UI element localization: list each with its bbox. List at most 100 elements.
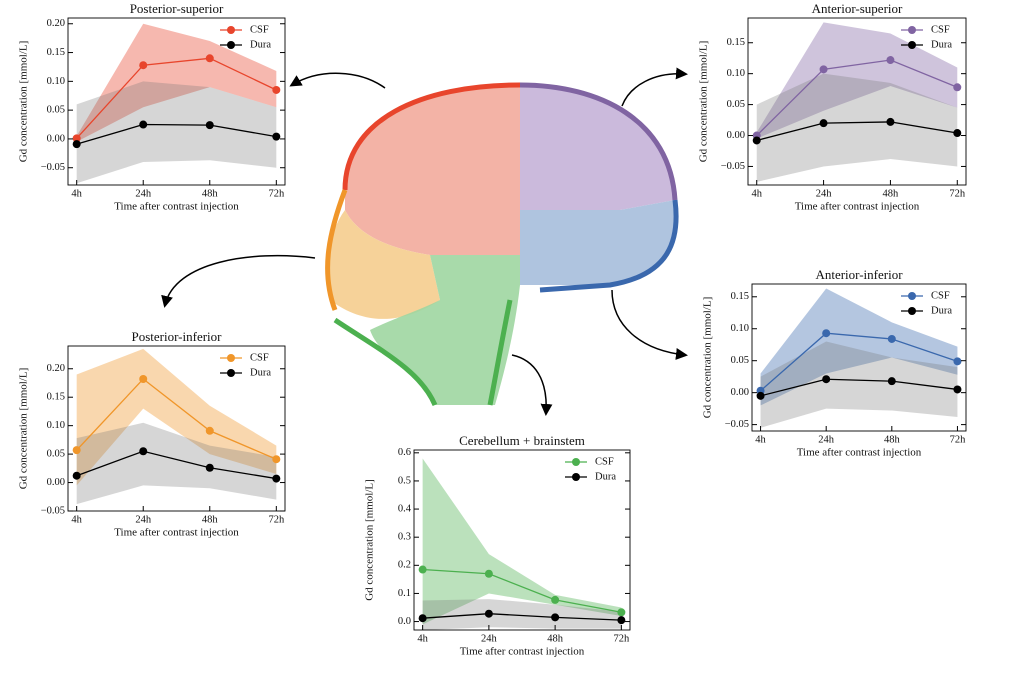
data-point: [822, 375, 831, 384]
data-point: [551, 613, 560, 622]
data-point: [72, 471, 81, 480]
x-tick-label: 48h: [883, 188, 900, 199]
y-tick-label: 0.6: [398, 447, 411, 458]
series-line: [760, 332, 958, 392]
y-tick-label: 0.0: [398, 616, 411, 627]
confidence-band: [756, 22, 958, 139]
x-tick-label: 24h: [816, 188, 833, 199]
series-line: [756, 121, 958, 142]
x-tick-label: 24h: [481, 633, 498, 644]
y-tick-label: 0.05: [731, 355, 749, 366]
x-tick-label: 48h: [202, 188, 219, 199]
y-tick-label: 0.00: [731, 387, 749, 398]
y-axis-label: Gd concentration [mmol/L]: [364, 479, 376, 601]
y-tick-label: 0.3: [398, 532, 411, 543]
legend-label: CSF: [595, 456, 614, 467]
confidence-band: [76, 81, 277, 184]
y-axis-label: Gd concentration [mmol/L]: [18, 368, 30, 490]
data-point: [953, 357, 962, 366]
y-tick-label: 0.15: [47, 47, 65, 58]
y-tick-label: 0.00: [727, 130, 745, 141]
data-point: [953, 129, 962, 138]
confidence-band: [760, 288, 958, 406]
data-point: [551, 595, 560, 604]
x-tick-label: 24h: [818, 434, 835, 445]
y-tick-label: 0.05: [727, 99, 745, 110]
data-point: [72, 446, 81, 455]
x-tick-label: 4h: [755, 434, 766, 445]
x-tick-label: 72h: [950, 434, 967, 445]
legend-marker: [227, 26, 235, 34]
chart-panel: −0.05 0.00 0.05 0.10 0.15 4h 24h 48h 72h Anterior…: [698, 1, 967, 213]
series-line: [760, 378, 958, 397]
legend-label: CSF: [250, 24, 269, 35]
y-tick-label: 0.4: [398, 503, 412, 514]
confidence-band: [76, 348, 277, 486]
y-tick-label: 0.15: [727, 37, 745, 48]
data-point: [72, 134, 81, 143]
legend-marker: [227, 41, 235, 49]
data-point: [139, 375, 148, 383]
y-tick-label: 0.10: [47, 420, 65, 431]
y-tick-label: 0.10: [731, 323, 749, 334]
plot-frame: [747, 17, 967, 186]
data-point: [953, 385, 962, 394]
x-axis-label: Time after contrast injection: [795, 201, 920, 213]
legend-label: Dura: [250, 39, 271, 50]
x-tick-label: 72h: [613, 633, 630, 644]
data-point: [819, 119, 828, 128]
series-line: [756, 59, 958, 136]
chart-title: Anterior-inferior: [815, 267, 903, 282]
y-tick-label: −0.05: [41, 505, 65, 516]
confidence-band: [422, 599, 622, 630]
x-tick-label: 72h: [949, 188, 966, 199]
y-tick-label: 0.00: [47, 133, 65, 144]
data-point: [205, 121, 214, 130]
plot-frame: [67, 17, 286, 186]
legend-marker: [572, 473, 580, 481]
y-tick-label: 0.15: [47, 392, 65, 403]
data-point: [272, 455, 281, 464]
legend-marker: [908, 26, 916, 34]
data-point: [205, 54, 214, 63]
data-point: [953, 83, 962, 92]
y-tick-label: 0.2: [398, 560, 411, 571]
legend-marker: [227, 354, 235, 362]
chart-panel: 0.0 0.1 0.2 0.3 0.4 0.5 0.6 4h 24h 48h 72h Cerebell…: [364, 433, 631, 658]
plot-frame: [413, 449, 631, 631]
data-point: [139, 447, 148, 456]
y-tick-label: 0.10: [727, 68, 745, 79]
data-point: [205, 426, 214, 435]
series-line: [76, 57, 277, 139]
legend-label: Dura: [931, 39, 952, 50]
data-point: [484, 569, 493, 578]
data-point: [822, 329, 831, 338]
y-tick-label: 0.5: [398, 475, 411, 486]
legend-label: CSF: [931, 290, 950, 301]
y-tick-label: 0.10: [47, 76, 65, 87]
y-tick-label: −0.05: [721, 161, 745, 172]
chart-panel: −0.05 0.00 0.05 0.10 0.15 4h 24h 48h 72h Anterior…: [702, 267, 967, 459]
data-point: [886, 117, 895, 126]
data-point: [617, 608, 626, 617]
x-axis-label: Time after contrast injection: [797, 447, 922, 459]
confidence-band: [760, 341, 958, 428]
x-tick-label: 4h: [71, 514, 82, 525]
legend-marker: [572, 458, 580, 466]
x-tick-label: 4h: [751, 188, 762, 199]
legend-marker: [908, 292, 916, 300]
x-tick-label: 72h: [268, 514, 285, 525]
data-point: [205, 463, 214, 472]
confidence-band: [76, 422, 277, 505]
chart-panel: −0.05 0.00 0.05 0.10 0.15 0.20 4h 24h 48h 72h Post…: [18, 1, 286, 213]
data-point: [819, 65, 828, 74]
legend-label: Dura: [931, 305, 952, 316]
chart-title: Cerebellum + brainstem: [459, 433, 585, 448]
chart-title: Posterior-inferior: [132, 329, 223, 344]
legend-marker: [908, 307, 916, 315]
y-tick-label: 0.00: [47, 477, 65, 488]
y-tick-label: 0.05: [47, 449, 65, 460]
x-tick-label: 72h: [268, 188, 285, 199]
